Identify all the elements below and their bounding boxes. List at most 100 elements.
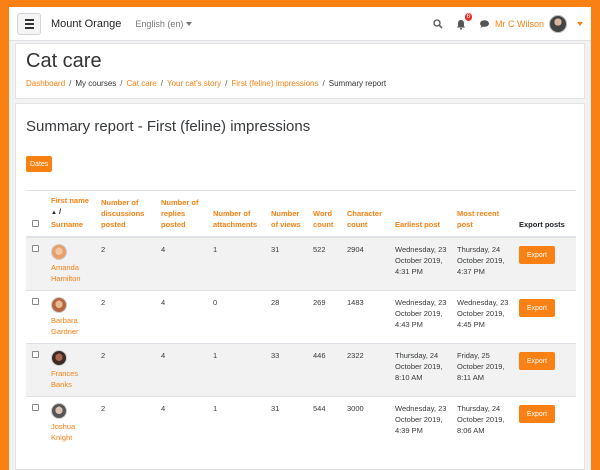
attachments-header[interactable]: Number of attachments: [208, 190, 266, 238]
user-cell: Frances Banks: [46, 343, 96, 397]
table-header-row: First name ▲ / Surname Number of discuss…: [26, 190, 576, 238]
user-cell: Barbara Gardner: [46, 290, 96, 344]
user-menu-name[interactable]: Mr C Wilson: [495, 19, 544, 29]
page-frame: Mount Orange English (en) 6 Mr C Wilson …: [9, 7, 591, 470]
replies-cell: 4: [156, 290, 208, 344]
recent-cell: Wednesday, 23 October 2019, 4:45 PM: [452, 290, 514, 344]
select-all-header: [26, 190, 46, 238]
row-checkbox[interactable]: [32, 351, 39, 358]
recent-header[interactable]: Most recent post: [452, 190, 514, 238]
page-header: Cat care Dashboard / My courses / Cat ca…: [15, 43, 585, 99]
breadcrumb-separator: /: [120, 79, 123, 88]
replies-header[interactable]: Number of replies posted: [156, 190, 208, 238]
discussions-cell: 2: [96, 396, 156, 449]
user-cell: Amanda Hamilton: [46, 236, 96, 291]
breadcrumb-discussion[interactable]: First (feline) impressions: [231, 79, 319, 88]
export-button[interactable]: Export: [519, 405, 555, 423]
dates-button[interactable]: Dates: [26, 156, 53, 172]
recent-cell: Thursday, 24 October 2019, 4:37 PM: [452, 236, 514, 291]
views-header[interactable]: Number of views: [266, 190, 308, 238]
breadcrumb-forum[interactable]: Your cat's story: [166, 79, 222, 88]
avatar[interactable]: [51, 297, 67, 313]
avatar[interactable]: [51, 403, 67, 419]
export-button[interactable]: Export: [519, 352, 555, 370]
chevron-down-icon[interactable]: [577, 22, 583, 26]
report-title: Summary report - First (feline) impressi…: [26, 118, 311, 135]
breadcrumb-dashboard[interactable]: Dashboard: [26, 79, 66, 88]
breadcrumb-current: Summary report: [328, 79, 387, 88]
name-header: First name ▲ / Surname: [46, 190, 96, 238]
sort-first-name[interactable]: First name: [51, 196, 89, 205]
breadcrumb-separator: /: [322, 79, 325, 88]
breadcrumb-separator: /: [69, 79, 72, 88]
words-cell: 544: [308, 396, 342, 449]
discussions-cell: 2: [96, 343, 156, 397]
export-header: Export posts: [514, 190, 576, 238]
export-button[interactable]: Export: [519, 246, 555, 264]
export-cell: Export: [514, 290, 576, 344]
user-last-name[interactable]: Hamilton: [51, 274, 81, 283]
avatar[interactable]: [51, 244, 67, 260]
page-title: Cat care: [26, 50, 102, 72]
language-label: English (en): [135, 18, 184, 29]
export-button[interactable]: Export: [519, 299, 555, 317]
words-cell: 522: [308, 236, 342, 291]
earliest-cell: Wednesday, 23 October 2019, 4:39 PM: [390, 396, 452, 449]
row-checkbox[interactable]: [32, 298, 39, 305]
words-header[interactable]: Word count: [308, 190, 342, 238]
row-select-cell: [26, 290, 46, 344]
table-row: Amanda Hamilton 2 4 1 31 522 2904 Wednes…: [26, 236, 576, 291]
sort-up-icon: ▲: [51, 210, 57, 216]
discussions-header[interactable]: Number of discussions posted: [96, 190, 156, 238]
characters-cell: 1483: [342, 290, 390, 344]
avatar[interactable]: [51, 350, 67, 366]
attachments-cell: 1: [208, 343, 266, 397]
user-first-name[interactable]: Joshua: [51, 422, 76, 431]
select-all-checkbox[interactable]: [32, 220, 39, 227]
top-navbar: Mount Orange English (en) 6 Mr C Wilson: [9, 7, 591, 41]
earliest-cell: Wednesday, 23 October 2019, 4:31 PM: [390, 236, 452, 291]
views-cell: 28: [266, 290, 308, 344]
row-select-cell: [26, 236, 46, 291]
menu-icon[interactable]: [17, 12, 41, 35]
avatar[interactable]: [549, 15, 567, 33]
user-cell: Joshua Knight: [46, 396, 96, 449]
replies-cell: 4: [156, 343, 208, 397]
row-select-cell: [26, 343, 46, 397]
table-row: Frances Banks 2 4 1 33 446 2322 Thursday…: [26, 343, 576, 397]
words-cell: 269: [308, 290, 342, 344]
user-first-name[interactable]: Frances: [51, 369, 79, 378]
user-first-name[interactable]: Amanda: [51, 263, 79, 272]
earliest-header[interactable]: Earliest post: [390, 190, 452, 238]
table-row: Barbara Gardner 2 4 0 28 269 1483 Wednes…: [26, 290, 576, 344]
attachments-cell: 0: [208, 290, 266, 344]
characters-cell: 3000: [342, 396, 390, 449]
search-icon[interactable]: [432, 18, 444, 30]
recent-cell: Friday, 25 October 2019, 8:11 AM: [452, 343, 514, 397]
user-last-name[interactable]: Banks: [51, 380, 72, 389]
recent-cell: Thursday, 24 October 2019, 8:06 AM: [452, 396, 514, 449]
characters-header[interactable]: Character count: [342, 190, 390, 238]
chevron-down-icon: [186, 21, 193, 26]
views-cell: 31: [266, 396, 308, 449]
replies-cell: 4: [156, 236, 208, 291]
row-checkbox[interactable]: [32, 404, 39, 411]
summary-table: First name ▲ / Surname Number of discuss…: [26, 190, 576, 449]
row-checkbox[interactable]: [32, 245, 39, 252]
user-last-name[interactable]: Knight: [51, 433, 73, 442]
words-cell: 446: [308, 343, 342, 397]
chat-icon[interactable]: [478, 18, 490, 30]
export-cell: Export: [514, 343, 576, 397]
views-cell: 31: [266, 236, 308, 291]
language-menu[interactable]: English (en): [135, 18, 193, 29]
row-select-cell: [26, 396, 46, 449]
site-name[interactable]: Mount Orange: [51, 17, 122, 30]
user-last-name[interactable]: Gardner: [51, 327, 79, 336]
sort-surname[interactable]: Surname: [51, 220, 84, 229]
replies-cell: 4: [156, 396, 208, 449]
report-card: Summary report - First (feline) impressi…: [15, 103, 585, 470]
breadcrumb-course[interactable]: Cat care: [126, 79, 157, 88]
earliest-cell: Wednesday, 23 October 2019, 4:43 PM: [390, 290, 452, 344]
user-first-name[interactable]: Barbara: [51, 316, 78, 325]
bell-icon[interactable]: 6: [455, 13, 472, 30]
